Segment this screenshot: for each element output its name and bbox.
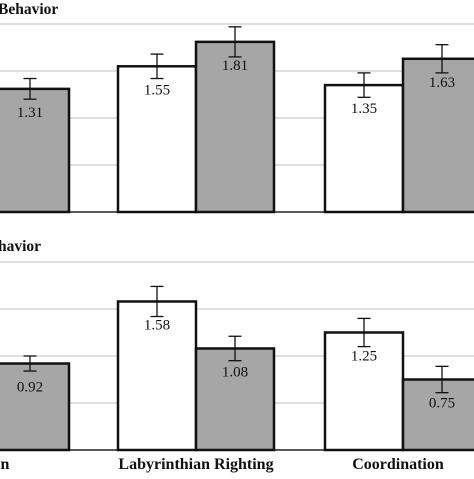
data-label-s1-c0: 0.92 — [17, 380, 43, 396]
bottom-panel: havior 1.58 1.25 0.92 1.08 0.75 — [0, 238, 474, 452]
bar-s1-c1 — [194, 40, 276, 214]
data-label-s0-c1: 1.55 — [144, 82, 170, 98]
category-label-left: ion — [0, 456, 9, 473]
data-label-s1-c0: 1.31 — [17, 105, 43, 121]
top-panel: Behavior 1.55 1.35 1.31 1.81 1.63 — [0, 1, 474, 214]
data-label-s0-c2: 1.25 — [351, 349, 377, 365]
data-label-s1-c2: 0.75 — [429, 396, 455, 412]
data-label-s0-c1: 1.58 — [144, 317, 170, 333]
category-label-labyrinthian-righting: Labyrinthian Righting — [118, 456, 273, 473]
bar-s1-c0 — [0, 87, 71, 214]
bar-s1-c0 — [0, 362, 71, 452]
bar-s1-c2 — [401, 378, 474, 452]
data-label-s1-c2: 1.63 — [429, 75, 455, 91]
bar-s0-c2 — [323, 83, 405, 214]
bar-s0-c2 — [323, 331, 405, 452]
data-label-s0-c2: 1.35 — [351, 101, 377, 117]
category-label-coordination: Coordination — [352, 456, 444, 473]
bottom-panel-title: havior — [0, 238, 41, 255]
bar-s1-c1 — [194, 347, 276, 452]
category-labels: ion Labyrinthian Righting Coordination — [0, 456, 444, 473]
data-label-s1-c1: 1.08 — [222, 364, 248, 380]
data-label-s1-c1: 1.81 — [222, 58, 248, 74]
top-panel-title: Behavior — [0, 1, 58, 18]
bar-s1-c2 — [401, 57, 474, 214]
